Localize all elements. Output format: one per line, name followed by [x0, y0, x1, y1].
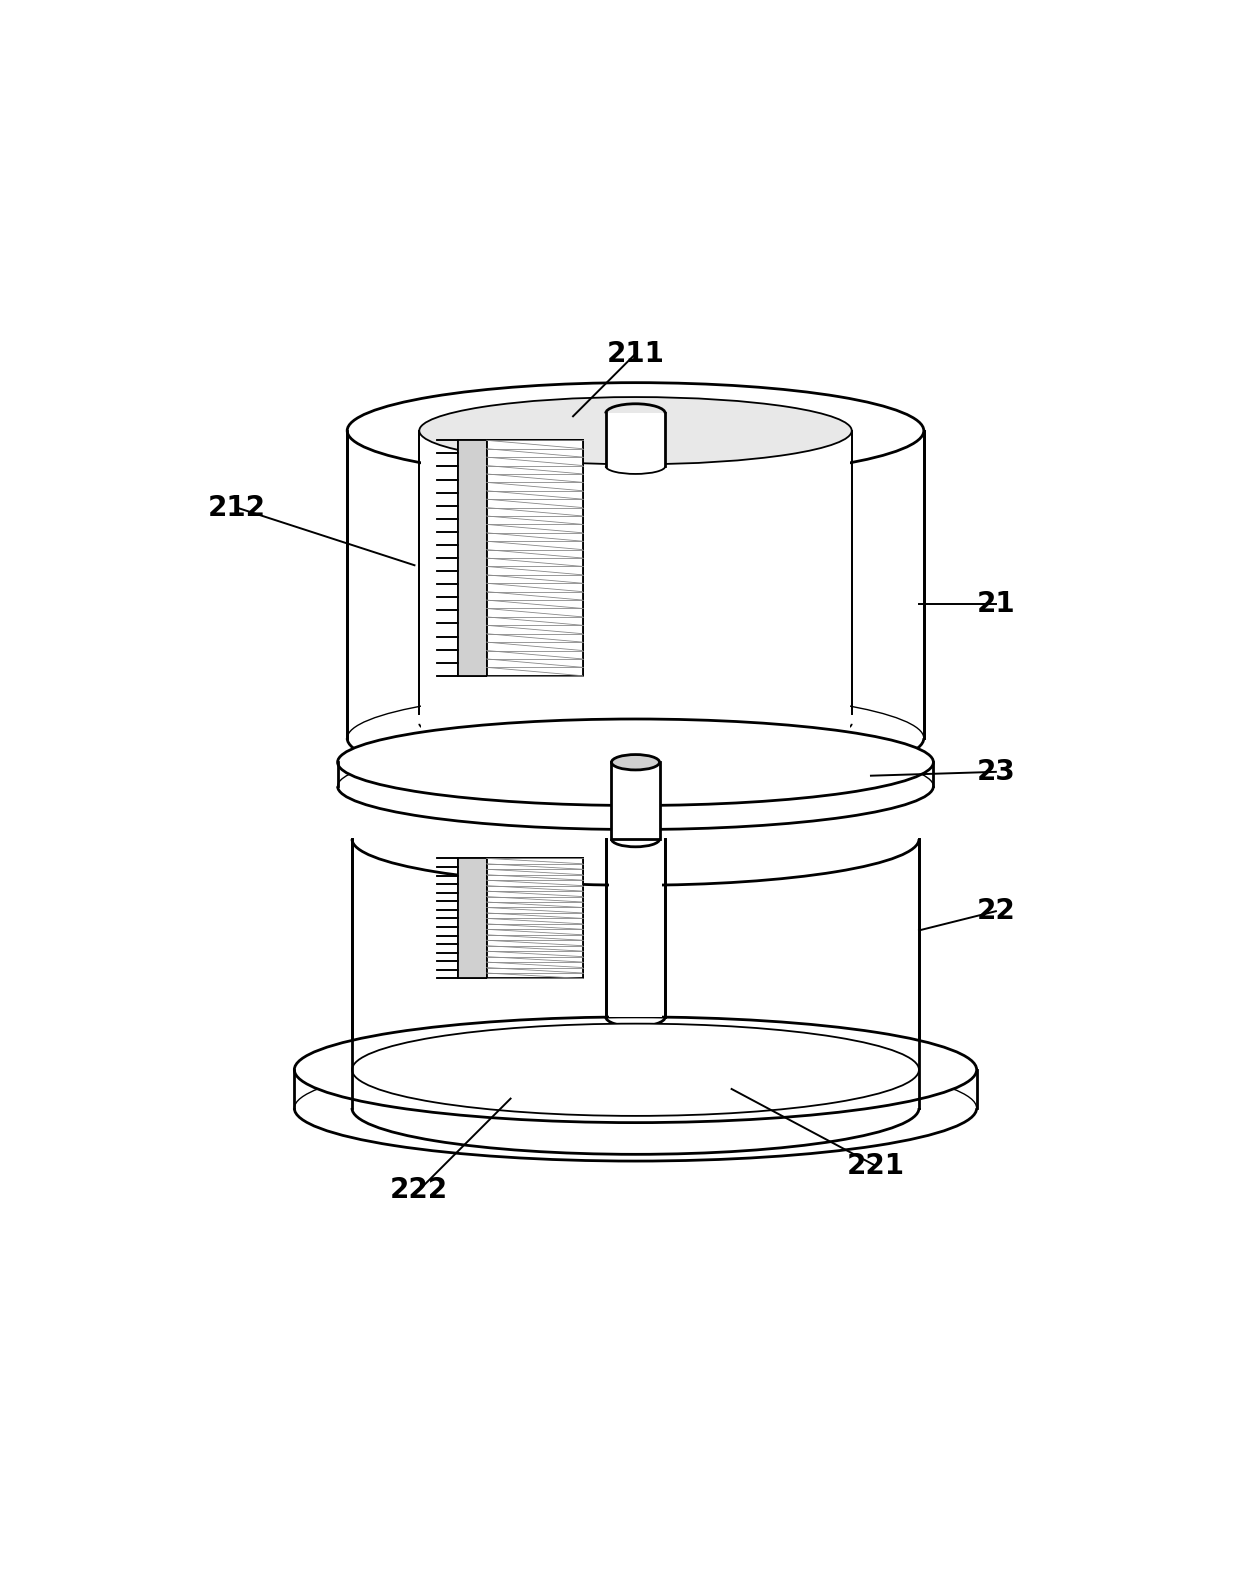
Text: 21: 21	[977, 589, 1016, 618]
Bar	[422, 430, 849, 738]
Ellipse shape	[347, 383, 924, 479]
Ellipse shape	[294, 1017, 977, 1122]
Text: 22: 22	[977, 897, 1016, 925]
Ellipse shape	[611, 755, 660, 771]
Text: 222: 222	[391, 1176, 449, 1204]
Bar	[294, 1070, 977, 1108]
Bar	[458, 859, 486, 979]
Bar	[458, 859, 486, 979]
Bar	[611, 763, 660, 838]
Bar	[609, 838, 662, 1017]
Bar	[458, 440, 486, 676]
Ellipse shape	[352, 1024, 919, 1116]
Bar	[337, 763, 934, 786]
Bar	[605, 838, 666, 1017]
Bar	[486, 440, 583, 676]
Text: 212: 212	[207, 493, 265, 522]
Bar	[486, 440, 583, 676]
Ellipse shape	[419, 397, 852, 465]
Bar	[486, 859, 583, 979]
Bar	[458, 440, 486, 676]
Text: 211: 211	[606, 340, 665, 367]
Text: 221: 221	[847, 1152, 905, 1180]
Ellipse shape	[337, 719, 934, 805]
Text: 23: 23	[977, 758, 1016, 786]
Ellipse shape	[352, 1062, 919, 1154]
Bar	[486, 859, 583, 979]
Bar	[605, 413, 666, 466]
